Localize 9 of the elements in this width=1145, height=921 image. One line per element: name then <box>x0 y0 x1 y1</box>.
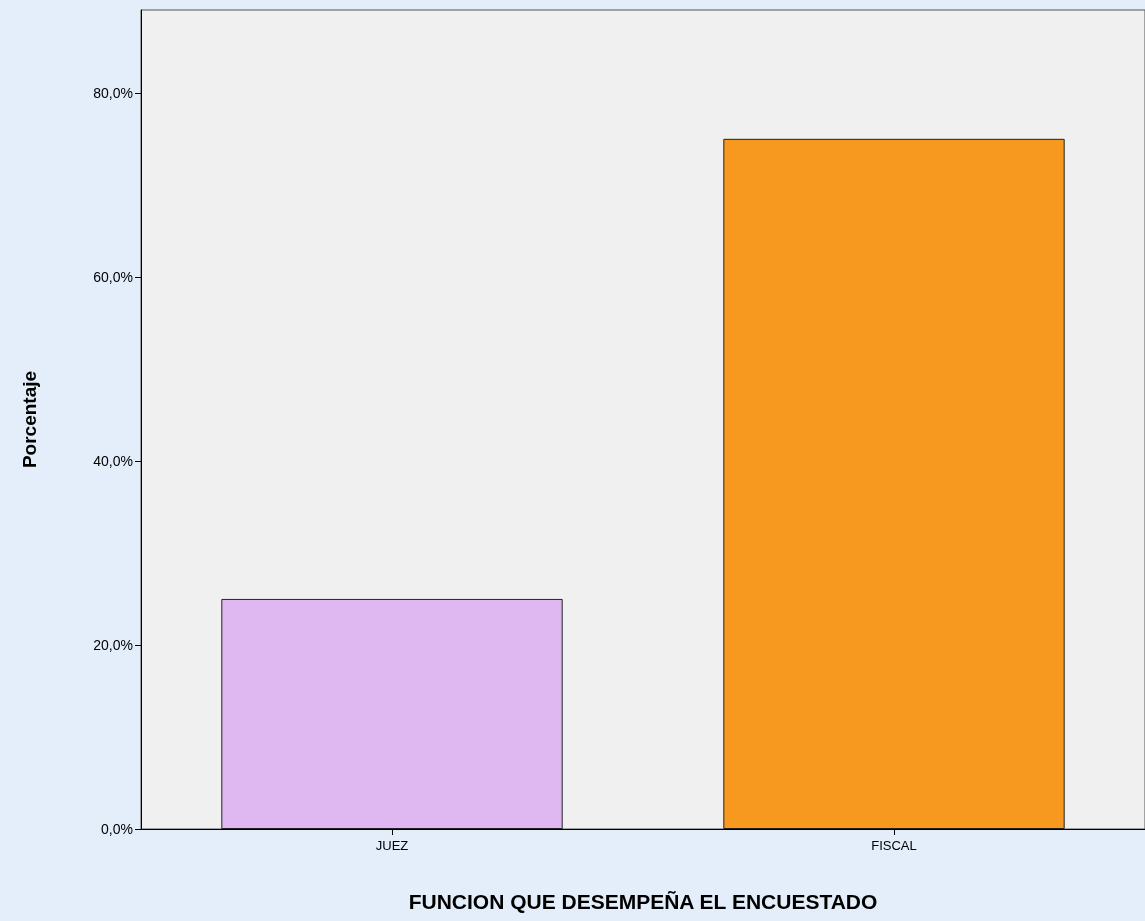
y-tick-label: 80,0% <box>93 84 133 101</box>
x-axis-title: FUNCION QUE DESEMPEÑA EL ENCUESTADO <box>408 890 878 913</box>
y-axis-title: Porcentaje <box>19 370 40 469</box>
x-tick-label: FISCAL <box>871 838 917 853</box>
y-tick-label: 20,0% <box>93 636 133 653</box>
y-tick-label: 40,0% <box>93 452 133 469</box>
y-tick-label: 0,0% <box>101 821 133 837</box>
y-tick-label: 60,0% <box>93 268 133 285</box>
x-tick-label: JUEZ <box>375 838 409 853</box>
